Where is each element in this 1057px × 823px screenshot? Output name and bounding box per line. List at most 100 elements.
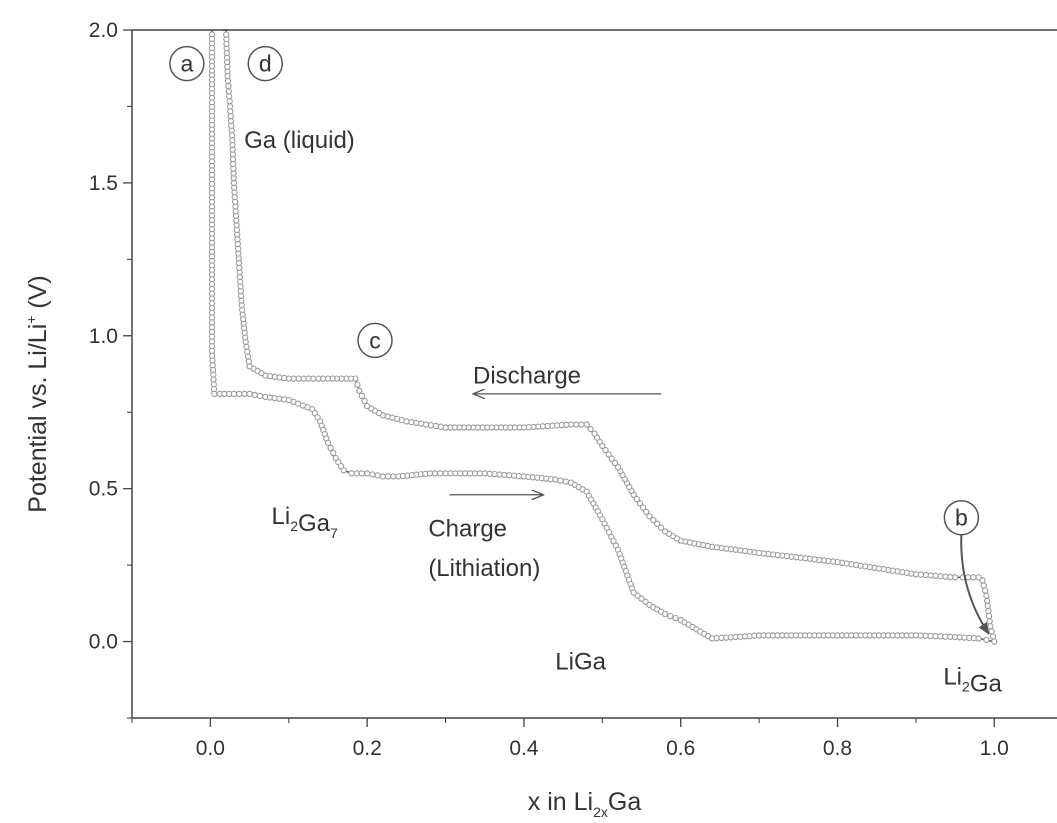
data-point xyxy=(608,455,615,462)
data-point xyxy=(354,381,361,388)
data-point xyxy=(223,31,230,38)
data-point xyxy=(633,495,640,503)
data-point xyxy=(602,446,609,454)
data-point xyxy=(657,524,665,531)
plot-area xyxy=(208,29,998,645)
data-point xyxy=(614,464,622,471)
data-point xyxy=(246,363,253,370)
data-point xyxy=(975,635,982,642)
annotation-charge: Charge xyxy=(428,515,507,542)
data-point xyxy=(244,353,252,360)
annotation-li2ga-part: Ga xyxy=(970,671,1003,698)
y-tick-label: 1.0 xyxy=(89,325,118,348)
data-point xyxy=(245,358,252,365)
data-point xyxy=(356,387,363,394)
data-point xyxy=(552,476,559,483)
data-point xyxy=(557,477,564,484)
data-point xyxy=(244,348,251,355)
data-point xyxy=(327,444,334,452)
circle-label-d: d xyxy=(259,51,272,77)
data-point xyxy=(650,516,657,524)
data-point xyxy=(384,473,392,480)
data-point xyxy=(358,392,366,400)
data-point xyxy=(672,614,679,622)
data-point xyxy=(583,421,590,428)
x-axis-label-part: x in Li xyxy=(528,788,593,816)
data-point xyxy=(413,419,420,427)
data-point xyxy=(984,602,991,610)
data-point xyxy=(369,471,376,478)
data-point xyxy=(226,98,233,105)
data-point xyxy=(230,390,238,398)
data-point xyxy=(225,88,232,95)
data-point xyxy=(442,424,449,431)
data-point xyxy=(340,467,347,474)
data-point xyxy=(562,478,569,485)
data-point xyxy=(437,470,444,477)
data-point xyxy=(390,473,397,480)
data-point xyxy=(226,103,234,110)
b-arrow xyxy=(960,534,990,635)
x-axis-label: x in Li2xGa xyxy=(528,788,642,820)
data-point xyxy=(417,420,425,427)
data-point xyxy=(991,638,998,645)
x-tick-label: 0.6 xyxy=(666,737,695,760)
data-point xyxy=(353,470,360,477)
axes: 0.0 0.2 0.4 0.6 0.8 1.0 0.0 0.5 1.0 1.5 2.0 x in Li… xyxy=(23,19,1057,820)
data-point xyxy=(980,582,987,589)
data-point xyxy=(643,508,650,516)
y-tick-label: 0.0 xyxy=(89,631,118,654)
x-tick-label: 0.8 xyxy=(823,737,852,760)
annotation-li2ga-part: Li xyxy=(943,664,962,691)
annotation-li2ga-sub: 2 xyxy=(962,679,970,695)
data-point xyxy=(243,343,250,350)
annotation-li2ga7-sub: 7 xyxy=(330,525,338,541)
annotation-lithiation: (Lithiation) xyxy=(428,555,540,582)
annotation-li2ga7-part: Li xyxy=(272,503,291,530)
data-point xyxy=(981,587,989,594)
data-point xyxy=(654,520,661,527)
data-point xyxy=(225,82,232,90)
y-axis-label-sup: + xyxy=(23,316,39,324)
annotation-li2ga7: Li2Ga7 xyxy=(272,503,339,541)
x-axis-label-part: Ga xyxy=(608,788,641,816)
data-point xyxy=(437,423,444,430)
x-tick-label: 0.0 xyxy=(196,737,225,760)
y-axis-label: Potential vs. Li/Li+ (V) xyxy=(23,275,52,512)
data-point xyxy=(226,93,233,100)
data-point xyxy=(979,577,986,584)
annotation-li2ga7-sub: 2 xyxy=(290,518,298,534)
data-point xyxy=(989,633,997,640)
series-line xyxy=(211,30,995,643)
series-markers xyxy=(208,31,990,644)
annotations: Ga (liquid) Discharge Charge (Lithiation) Li… xyxy=(169,45,1003,698)
data-point xyxy=(432,422,439,430)
data-point xyxy=(591,430,598,437)
circle-label-a: a xyxy=(180,51,193,77)
annotation-liga: LiGa xyxy=(555,648,606,675)
data-point xyxy=(661,528,669,535)
x-axis-label-sub: 2x xyxy=(593,804,608,820)
data-point xyxy=(667,612,674,620)
data-point xyxy=(638,595,645,602)
data-point xyxy=(241,390,248,398)
data-point xyxy=(330,449,337,457)
data-point xyxy=(251,391,258,399)
annotation-ga-liquid: Ga (liquid) xyxy=(244,127,355,154)
data-point xyxy=(408,419,415,426)
data-point xyxy=(661,610,669,618)
y-tick-label: 0.5 xyxy=(89,478,118,501)
data-point xyxy=(965,574,972,581)
data-point xyxy=(348,470,355,477)
annotation-li2ga7-part: Ga xyxy=(298,510,331,537)
x-tick-label: 0.2 xyxy=(353,737,382,760)
data-point xyxy=(587,425,594,433)
data-point xyxy=(364,470,371,477)
series-markers xyxy=(223,31,998,645)
data-point xyxy=(983,636,990,644)
data-point xyxy=(988,628,995,635)
data-point xyxy=(431,470,439,477)
data-point xyxy=(986,618,993,625)
data-point xyxy=(374,472,381,479)
